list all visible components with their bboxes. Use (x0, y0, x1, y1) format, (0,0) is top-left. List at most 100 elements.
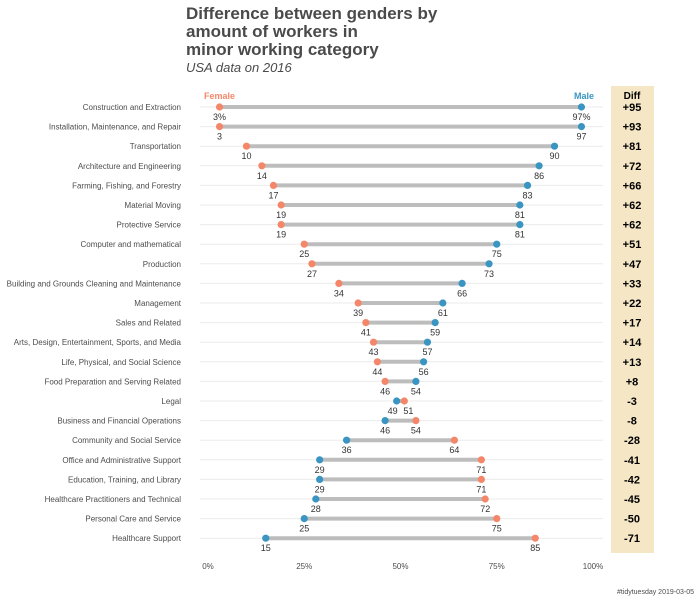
male-point (458, 279, 466, 287)
male-point (516, 201, 524, 209)
male-value-label: 61 (438, 308, 448, 318)
male-value-label: 90 (549, 151, 559, 161)
category-row: Arts, Design, Entertainment, Sports, and… (14, 337, 642, 357)
category-label: Healthcare Support (112, 534, 182, 543)
category-label: Business and Financial Operations (57, 417, 181, 426)
female-value-label: 34 (334, 288, 344, 298)
male-point (577, 123, 586, 131)
category-row: Management 39 61 +22 (134, 298, 641, 318)
female-point (215, 123, 224, 131)
female-point (335, 279, 343, 287)
male-point (343, 436, 351, 444)
male-value-label: 97% (572, 112, 590, 122)
female-point (215, 103, 224, 111)
category-row: Business and Financial Operations 54 46 -8 (57, 416, 637, 436)
female-point (362, 319, 370, 327)
category-label: Production (143, 260, 181, 269)
male-value-label: 54 (411, 386, 421, 396)
category-row: Healthcare Support 85 15 -71 (112, 533, 640, 553)
diff-value: +14 (623, 337, 643, 349)
category-row: Transportation 10 90 +81 (130, 141, 642, 161)
male-point (412, 377, 420, 385)
category-row: Installation, Maintenance, and Repair 3 97… (49, 122, 641, 142)
category-row: Life, Physical, and Social Science 44 56 +1… (61, 357, 641, 377)
diff-value: -3 (627, 396, 637, 408)
male-point (439, 299, 447, 307)
male-point (381, 417, 389, 425)
category-row: Office and Administrative Support 71 29 -41 (62, 455, 640, 475)
category-label: Construction and Extraction (83, 103, 181, 112)
diff-value: +22 (623, 298, 642, 310)
chart-caption: #tidytuesday 2019-03-05 (617, 589, 694, 596)
female-point (450, 436, 458, 444)
category-label: Community and Social Service (72, 436, 181, 445)
male-point (300, 515, 308, 523)
category-row: Production 27 73 +47 (143, 259, 642, 279)
female-value-label: 25 (299, 249, 309, 259)
female-value-label: 71 (476, 484, 486, 494)
female-value-label: 41 (361, 328, 371, 338)
male-value-label: 15 (261, 543, 271, 553)
x-axis-ticks: 0% 25% 50% 75% 100% (202, 562, 603, 571)
female-point (373, 358, 381, 366)
male-value-label: 83 (523, 190, 533, 200)
male-point (516, 221, 524, 229)
category-row: Computer and mathematical 25 75 +51 (81, 239, 642, 259)
female-point (269, 181, 278, 189)
diff-value: +62 (623, 220, 642, 232)
category-label: Food Preparation and Serving Related (44, 377, 181, 386)
category-row: Education, Training, and Library 71 29 -42 (68, 474, 640, 494)
female-value-label: 17 (268, 190, 278, 200)
female-point (493, 515, 501, 523)
male-point (312, 495, 320, 503)
category-label: Transportation (130, 142, 181, 151)
diff-value: +81 (623, 141, 642, 153)
diff-value: +66 (623, 180, 642, 192)
male-value-label: 29 (315, 484, 325, 494)
female-value-label: 43 (369, 347, 379, 357)
x-tick-label: 25% (296, 562, 312, 571)
diff-value: -41 (624, 455, 640, 467)
female-value-label: 3% (213, 112, 226, 122)
female-point (277, 221, 285, 229)
female-value-label: 64 (449, 445, 459, 455)
female-point (277, 201, 285, 209)
category-row: Healthcare Practitioners and Technical 72… (45, 494, 640, 514)
female-point (258, 162, 266, 170)
male-value-label: 81 (515, 210, 525, 220)
male-point (431, 319, 439, 327)
category-label: Material Moving (125, 201, 181, 210)
male-value-label: 81 (515, 230, 525, 240)
x-tick-label: 0% (202, 562, 214, 571)
category-row: Food Preparation and Serving Related 46 54… (44, 376, 638, 396)
diff-value: -71 (624, 533, 640, 545)
category-row: Sales and Related 41 59 +17 (116, 318, 642, 338)
male-value-label: 57 (422, 347, 432, 357)
chart-subtitle: USA data on 2016 (186, 60, 293, 75)
male-point (493, 240, 501, 248)
female-point (369, 338, 378, 346)
category-label: Computer and mathematical (81, 240, 182, 249)
diff-value: -28 (624, 435, 640, 447)
category-label: Sales and Related (116, 319, 181, 328)
x-tick-label: 50% (392, 562, 408, 571)
diff-value: +72 (623, 161, 642, 173)
male-point (577, 103, 586, 111)
female-value-label: 3 (217, 132, 222, 142)
male-value-label: 36 (342, 445, 352, 455)
male-value-label: 75 (492, 249, 502, 259)
category-row: Legal 51 49 -3 (161, 396, 636, 416)
female-point (477, 475, 485, 483)
category-row: Construction and Extraction 3% 97% +95 (83, 102, 642, 122)
female-value-label: 71 (476, 465, 486, 475)
female-value-label: 46 (380, 386, 390, 396)
female-value-label: 27 (307, 269, 317, 279)
category-row: Architecture and Engineering 14 86 +72 (78, 161, 642, 181)
female-point (531, 534, 539, 542)
female-point (381, 377, 389, 385)
category-label: Protective Service (117, 221, 182, 230)
category-label: Farming, Fishing, and Forestry (72, 181, 181, 190)
category-label: Life, Physical, and Social Science (61, 358, 181, 367)
female-value-label: 44 (372, 367, 382, 377)
